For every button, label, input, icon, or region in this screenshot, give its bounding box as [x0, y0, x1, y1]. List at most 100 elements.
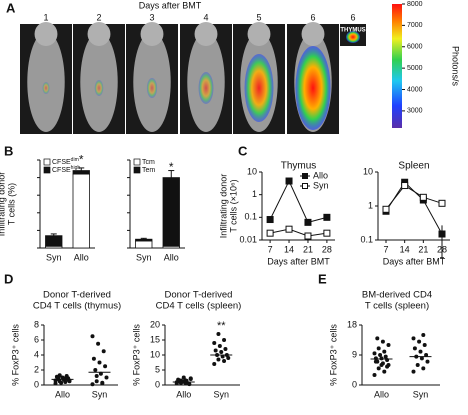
- bar-segment: [135, 238, 153, 242]
- y-axis-label: % FoxP3⁺ cells: [10, 324, 20, 386]
- marker: [438, 199, 446, 207]
- data-point: [216, 357, 221, 362]
- data-point: [188, 376, 193, 381]
- legend-superscript: dim: [71, 157, 79, 163]
- data-point: [411, 336, 416, 341]
- signal: [198, 72, 214, 104]
- legend-label: Allo: [313, 170, 328, 180]
- signal: [146, 78, 158, 98]
- mouse-head: [34, 22, 58, 46]
- colorbar-tick-label: 5000: [407, 65, 423, 72]
- y-axis-label: T cells (%): [6, 183, 16, 225]
- data-point: [226, 356, 231, 360]
- x-tick-label: 7: [268, 244, 273, 254]
- chart-title: Thymus: [281, 161, 317, 172]
- significance: *: [169, 160, 174, 174]
- data-point: [418, 349, 423, 354]
- legend-label: Tcm: [142, 159, 155, 166]
- data-point: [94, 374, 99, 378]
- data-point: [386, 343, 391, 347]
- y-tick-label: 0: [34, 379, 39, 389]
- data-point: [379, 363, 384, 367]
- data-point: [183, 378, 188, 383]
- data-point: [104, 375, 109, 380]
- data-point: [422, 343, 427, 347]
- day-label: 6: [310, 12, 315, 22]
- panel-label: E: [318, 271, 327, 286]
- x-tick-label: Allo: [74, 252, 89, 262]
- y-tick-label: 4: [34, 349, 39, 359]
- data-point: [411, 369, 416, 374]
- x-tick-label: 28: [322, 244, 332, 254]
- x-tick-label: Syn: [92, 389, 108, 399]
- data-point: [216, 332, 221, 336]
- bar-segment: [72, 173, 90, 249]
- signal: [346, 31, 360, 43]
- chart-title: Donor T-derived: [43, 290, 111, 301]
- colorbar-tick-label: 3000: [407, 108, 423, 115]
- x-tick-label: Allo: [374, 389, 389, 399]
- data-point: [373, 359, 378, 364]
- y-tick-label: 0.1: [244, 212, 257, 222]
- data-point: [378, 353, 383, 357]
- data-point: [101, 349, 106, 354]
- colorbar-tick-label: 6000: [407, 44, 423, 51]
- x-tick-label: Syn: [213, 389, 229, 399]
- legend-label: CFSEhigh: [52, 165, 80, 174]
- y-axis-label: Infiltrating donor: [218, 174, 228, 239]
- panel-label: A: [6, 0, 16, 15]
- x-tick-label: 14: [400, 244, 410, 254]
- data-point: [100, 381, 105, 386]
- x-tick-label: Syn: [46, 252, 62, 262]
- series-line: [385, 181, 443, 235]
- marker: [382, 205, 390, 213]
- mouse-head: [247, 22, 271, 46]
- data-point: [217, 344, 222, 348]
- significance: *: [79, 153, 84, 167]
- x-tick-label: Allo: [176, 389, 191, 399]
- data-point: [376, 366, 381, 371]
- legend-swatch: [133, 158, 141, 166]
- y-tick-label: 10: [247, 166, 257, 176]
- day-label: 5: [256, 12, 261, 22]
- y-tick-label: 0.01: [239, 234, 257, 244]
- legend-label: Tem: [142, 167, 155, 174]
- data-point: [372, 351, 377, 356]
- x-tick-label: Allo: [55, 389, 70, 399]
- data-point: [94, 379, 99, 384]
- day-label: 1: [43, 12, 48, 22]
- legend-superscript: high: [71, 165, 81, 171]
- imaging-title: Days after BMT: [139, 0, 202, 10]
- data-point: [376, 346, 381, 351]
- data-point: [223, 347, 228, 351]
- colorbar-tick-label: 4000: [407, 86, 423, 93]
- x-axis-label: Days after BMT: [267, 256, 330, 266]
- signal: [244, 54, 274, 122]
- x-tick-label: Allo: [164, 252, 179, 262]
- data-point: [382, 369, 387, 374]
- data-point: [424, 353, 429, 357]
- data-point: [380, 339, 385, 344]
- data-point: [372, 373, 377, 377]
- day-label: 2: [96, 12, 101, 22]
- y-tick-label: 9: [352, 349, 357, 359]
- marker: [438, 230, 446, 238]
- data-point: [421, 333, 426, 337]
- mouse-head: [194, 22, 218, 46]
- y-tick-label: 0.1: [360, 234, 373, 244]
- legend-name: CFSE: [52, 159, 71, 166]
- data-point: [90, 334, 95, 339]
- chart-title: CD4 T cells (spleen): [156, 301, 242, 312]
- data-point: [97, 360, 102, 365]
- mouse-head: [87, 22, 111, 46]
- y-tick-label: 0: [155, 379, 160, 389]
- significance: **: [217, 320, 226, 332]
- day-label: 6: [350, 12, 355, 22]
- colorbar-label: Photons/s: [451, 46, 461, 87]
- data-point: [212, 341, 217, 345]
- panel-label: C: [238, 143, 248, 158]
- data-point: [91, 356, 96, 361]
- y-tick-label: 10: [363, 166, 373, 176]
- data-point: [96, 341, 101, 346]
